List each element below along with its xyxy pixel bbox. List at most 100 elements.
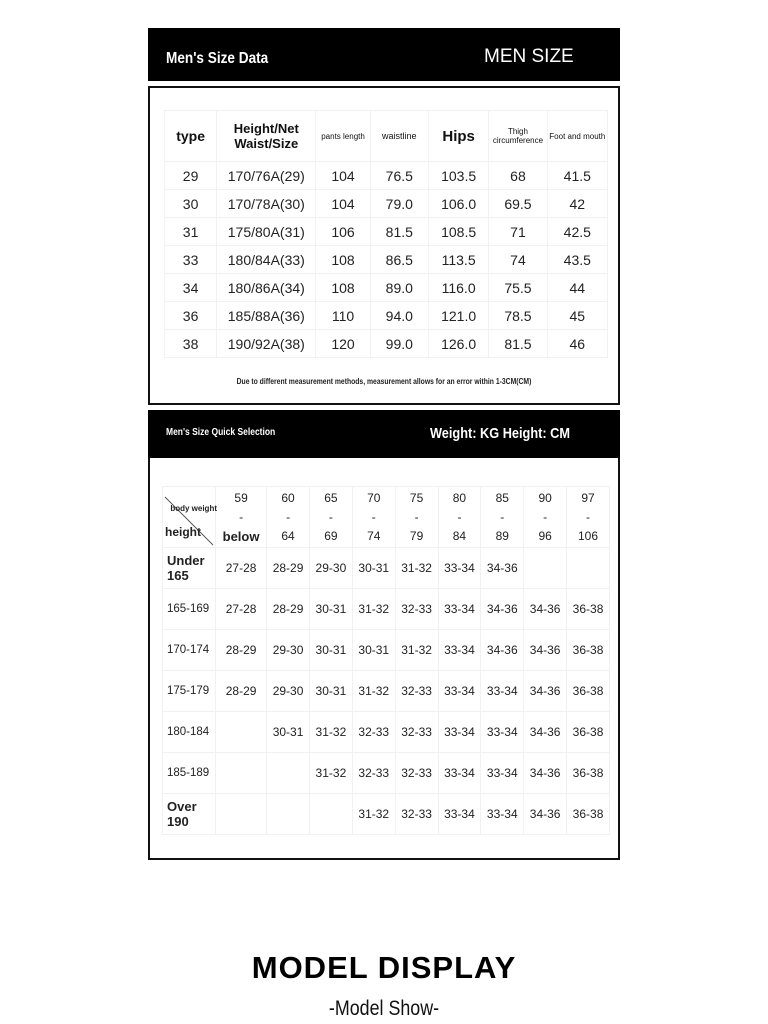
table-cell: 42: [546, 189, 609, 218]
column-header: Height/Net Waist/Size: [216, 110, 317, 162]
weight-range-header: 70 - 74: [351, 486, 396, 548]
size-row: Over 190 31-32 32-33 33-34 33-34 34-36 36-38: [162, 793, 610, 835]
table-cell: 81.5: [369, 217, 429, 246]
weight-range-header: 85 - 89: [480, 486, 525, 548]
size-cell: [523, 547, 568, 589]
size-cell: 28-29: [266, 547, 310, 589]
table-cell: 74: [488, 245, 548, 274]
size-cell: 30-31: [308, 588, 353, 630]
table-cell: 94.0: [369, 301, 429, 330]
weight-range-part: 70: [367, 490, 381, 505]
table-cell: 43.5: [546, 245, 609, 274]
size-cell: 33-34: [437, 752, 482, 794]
table-cell: 190/92A(38): [216, 329, 317, 358]
size-cell: 30-31: [351, 629, 396, 671]
weight-range-header: 90 - 96: [523, 486, 568, 548]
column-header: pants length: [315, 110, 371, 162]
size-cell: 29-30: [266, 670, 310, 712]
size-data-table: type Height/Net Waist/Size pants length wai…: [163, 110, 609, 358]
size-cell: 36-38: [566, 752, 610, 794]
size-cell: 34-36: [523, 793, 568, 835]
table-cell: 99.0: [369, 329, 429, 358]
size-cell: 31-32: [351, 588, 396, 630]
table-cell: 126.0: [427, 329, 490, 358]
size-data-title: Men's Size Data: [166, 50, 269, 67]
weight-range-part: 74: [367, 528, 381, 543]
model-display-subtitle: -Model Show-: [328, 997, 440, 1020]
weight-range-part: 60: [281, 490, 295, 505]
size-row: Under 165 27-28 28-29 29-30 30-31 31-32 33-34 3…: [162, 547, 610, 589]
table-cell: 76.5: [369, 161, 429, 190]
size-cell: 34-36: [480, 629, 525, 671]
size-cell: 32-33: [351, 711, 396, 753]
height-range-label: 185-189: [162, 752, 216, 794]
table-cell: 31: [163, 217, 218, 246]
size-cell: 30-31: [266, 711, 310, 753]
weight-range-part: 65: [324, 490, 338, 505]
weight-range-part: 59: [234, 490, 248, 505]
table-cell: 104: [315, 189, 371, 218]
table-cell: 79.0: [369, 189, 429, 218]
table-row: 29 170/76A(29) 104 76.5 103.5 68 41.5: [163, 161, 609, 190]
size-row: 185-189 31-32 32-33 32-33 33-34 33-34 34-36 36-…: [162, 752, 610, 794]
size-cell: 33-34: [480, 711, 525, 753]
table-cell: 81.5: [488, 329, 548, 358]
table-cell: 106.0: [427, 189, 490, 218]
weight-range-part: 89: [495, 528, 509, 543]
size-cell: [566, 547, 610, 589]
table-cell: 29: [163, 161, 218, 190]
size-cell: [214, 711, 268, 753]
table-cell: 44: [546, 273, 609, 302]
table-cell: 185/88A(36): [216, 301, 317, 330]
table-cell: 120: [315, 329, 371, 358]
weight-range-header: 97 - 106: [566, 486, 610, 548]
size-cell: 34-36: [523, 670, 568, 712]
table-cell: 38: [163, 329, 218, 358]
weight-range-part: 79: [409, 528, 424, 543]
diagonal-divider-icon: [164, 496, 214, 546]
units-label: Weight: KG Height: CM: [430, 425, 570, 442]
table-cell: 45: [546, 301, 609, 330]
size-cell: 34-36: [480, 588, 525, 630]
men-size-badge: MEN SIZE: [484, 46, 574, 67]
weight-range-part: 64: [281, 528, 295, 543]
table-cell: 71: [488, 217, 548, 246]
size-cell: 33-34: [437, 670, 482, 712]
table-cell: 89.0: [369, 273, 429, 302]
size-data-panel: type Height/Net Waist/Size pants length wai…: [148, 86, 620, 405]
size-cell: [214, 793, 268, 835]
size-cell: 33-34: [437, 711, 482, 753]
size-row: 165-169 27-28 28-29 30-31 31-32 32-33 33-34 34-…: [162, 588, 610, 630]
corner-height-label: height: [165, 525, 201, 539]
size-row: 175-179 28-29 29-30 30-31 31-32 32-33 33-34 33-…: [162, 670, 610, 712]
table-cell: 30: [163, 189, 218, 218]
table-cell: 108: [315, 273, 371, 302]
weight-range-part: -: [586, 509, 591, 524]
size-cell: 32-33: [394, 793, 439, 835]
column-header: Thigh circumference: [488, 110, 548, 162]
size-cell: 36-38: [566, 670, 610, 712]
size-cell: 27-28: [214, 588, 268, 630]
weight-range-part: 75: [409, 490, 424, 505]
size-cell: 33-34: [437, 588, 482, 630]
weight-range-part: 84: [452, 528, 467, 543]
weight-range-header: 60 - 64: [266, 486, 310, 548]
weight-range-part: -: [543, 509, 548, 524]
height-range-label: Under 165: [162, 547, 216, 589]
size-cell: [214, 752, 268, 794]
table-row: 34 180/86A(34) 108 89.0 116.0 75.5 44: [163, 273, 609, 302]
weight-range-header: 65 - 69: [308, 486, 353, 548]
weight-range-part: 80: [452, 490, 467, 505]
size-cell: 31-32: [351, 670, 396, 712]
size-cell: 28-29: [214, 629, 268, 671]
table-cell: 170/76A(29): [216, 161, 317, 190]
table-cell: 75.5: [488, 273, 548, 302]
weight-range-part: 96: [538, 528, 552, 543]
corner-weight-label: body weight: [170, 504, 217, 513]
size-cell: 27-28: [214, 547, 268, 589]
column-header: Hips: [427, 110, 490, 162]
size-cell: 30-31: [308, 670, 353, 712]
weight-range-part: 97: [581, 490, 595, 505]
table-cell: 121.0: [427, 301, 490, 330]
size-cell: 32-33: [351, 752, 396, 794]
